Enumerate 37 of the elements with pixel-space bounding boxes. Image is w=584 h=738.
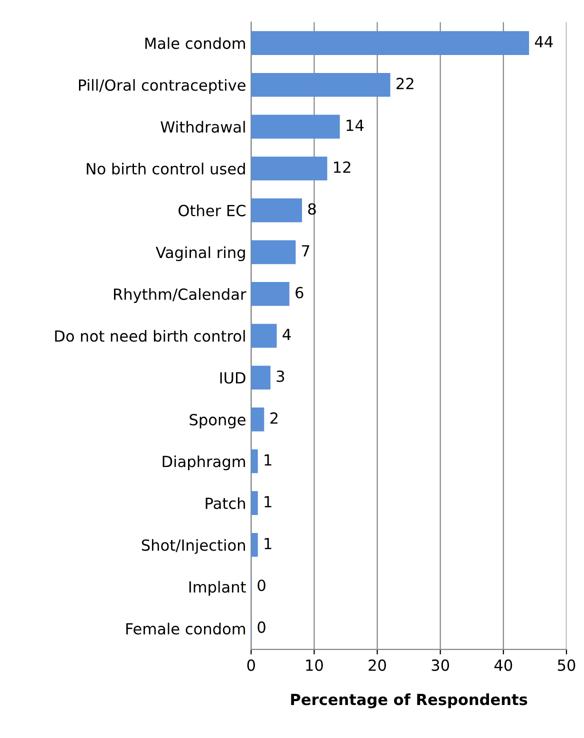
- data-label: 0: [258, 621, 266, 633]
- data-label: 8: [308, 203, 316, 215]
- y-tick-label: Sponge: [190, 414, 246, 428]
- y-tick-label: Diaphragm: [162, 455, 245, 470]
- y-tick-label: No birth control used: [86, 162, 245, 175]
- x-axis-title: Percentage of Respondents: [291, 693, 528, 708]
- y-tick-label: Vaginal ring: [156, 246, 245, 262]
- x-tick-label: 50: [558, 659, 576, 671]
- y-tick-label: Male condom: [145, 37, 245, 50]
- data-label: 1: [264, 538, 272, 550]
- data-label: 1: [264, 454, 272, 466]
- data-label: 4: [282, 328, 291, 340]
- data-label: 2: [270, 412, 278, 424]
- data-label: 3: [276, 370, 284, 382]
- data-label: 6: [296, 286, 304, 298]
- y-tick-label: Pill/Oral contraceptive: [79, 79, 246, 94]
- y-tick-label: Implant: [189, 580, 246, 596]
- y-tick-label: IUD: [220, 372, 246, 384]
- data-label: 7: [302, 245, 310, 256]
- x-tick-label: 10: [306, 659, 323, 671]
- y-tick-label: Patch: [206, 497, 245, 510]
- data-label: 12: [334, 161, 350, 173]
- y-tick-label: Withdrawal: [160, 120, 245, 133]
- x-tick-label: 20: [368, 659, 386, 671]
- data-label: 14: [346, 120, 364, 131]
- x-tick-label: 0: [247, 659, 255, 671]
- y-tick-label: Female condom: [126, 622, 245, 635]
- y-tick-label: Shot/Injection: [142, 539, 245, 554]
- x-tick-label: 30: [432, 659, 450, 671]
- data-label: 44: [534, 36, 553, 48]
- y-tick-label: Do not need birth control: [55, 330, 245, 342]
- data-label: 0: [258, 580, 266, 592]
- data-label: 22: [396, 78, 414, 90]
- data-label: 1: [264, 496, 272, 508]
- y-tick-label: Other EC: [178, 204, 246, 216]
- x-tick-label: 40: [494, 659, 512, 671]
- y-tick-label: Rhythm/Calendar: [114, 288, 246, 303]
